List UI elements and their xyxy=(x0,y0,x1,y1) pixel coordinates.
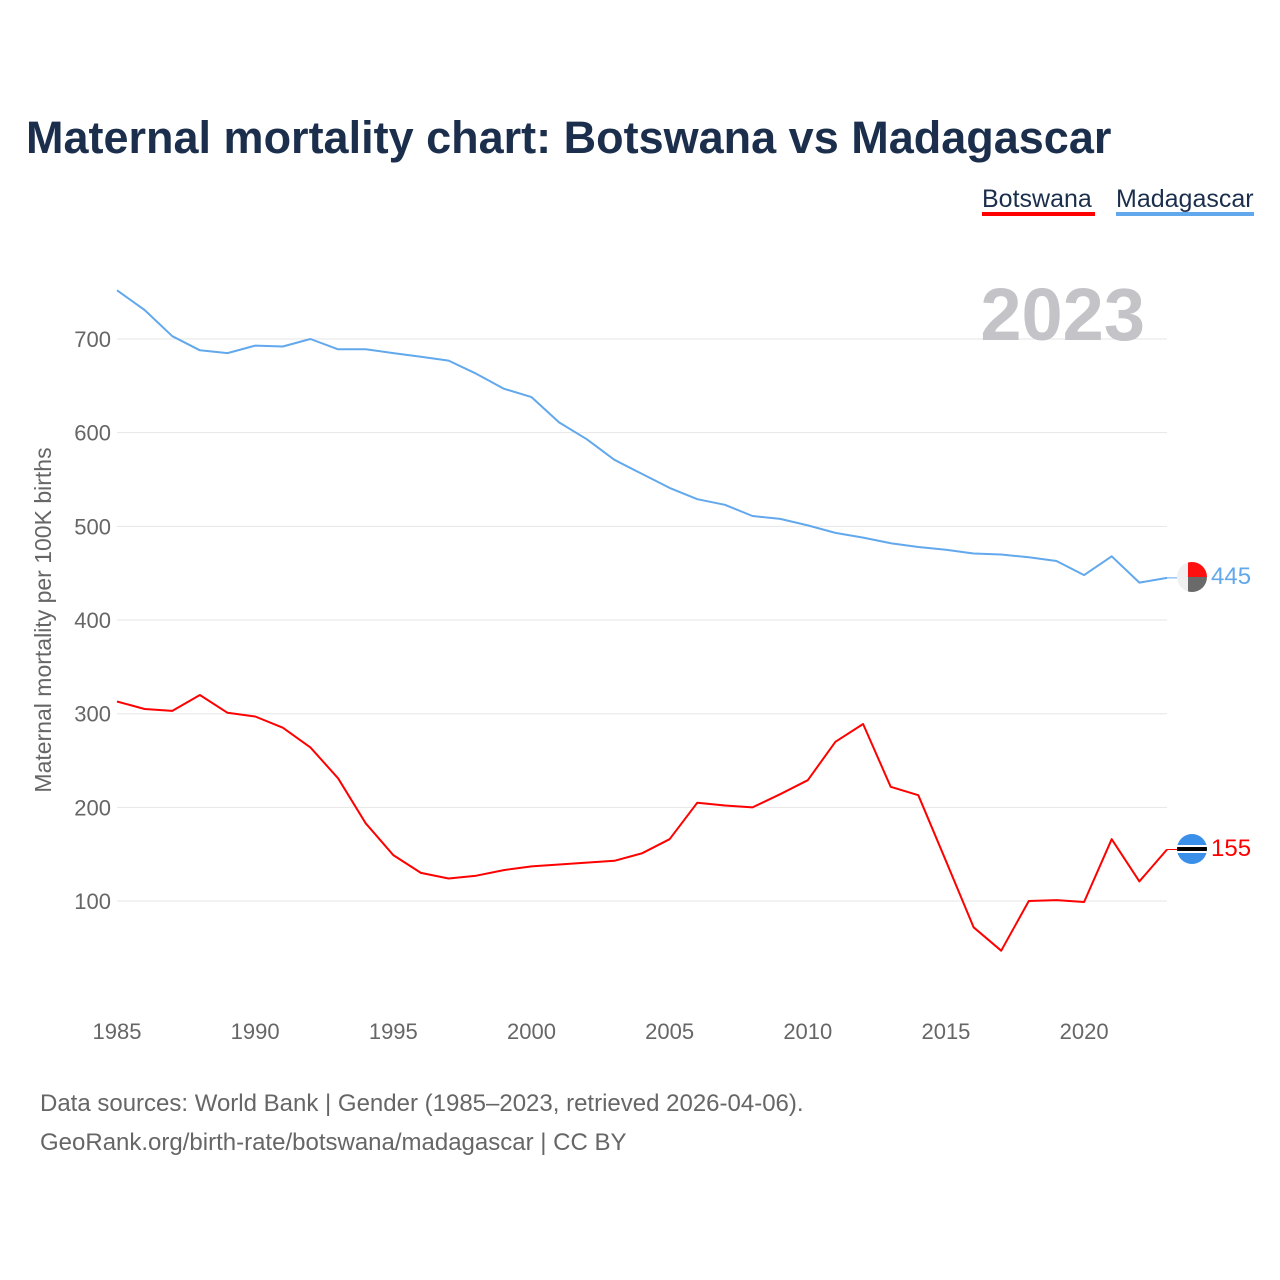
legend-botswana-swatch xyxy=(982,212,1095,216)
y-tick-label: 200 xyxy=(74,795,111,820)
x-tick-label: 2020 xyxy=(1060,1019,1109,1044)
x-tick-label: 1995 xyxy=(369,1019,418,1044)
x-tick-label: 1985 xyxy=(93,1019,142,1044)
series-lines xyxy=(116,289,1177,952)
legend-madagascar-swatch xyxy=(1116,212,1254,216)
legend: Botswana Madagascar xyxy=(982,185,1254,216)
year-watermark: 2023 xyxy=(980,273,1145,356)
botswana-end-label: 155 xyxy=(1211,835,1251,862)
grid xyxy=(117,338,1167,902)
legend-botswana[interactable]: Botswana xyxy=(982,185,1092,213)
y-tick-label: 500 xyxy=(74,514,111,539)
y-tick-label: 700 xyxy=(74,327,111,352)
x-tick-label: 2010 xyxy=(783,1019,832,1044)
series-line-botswana xyxy=(116,694,1168,952)
footer-link[interactable]: GeoRank.org/birth-rate/botswana/madagasc… xyxy=(40,1129,627,1156)
x-tick-label: 2005 xyxy=(645,1019,694,1044)
x-tick-label: 1990 xyxy=(231,1019,280,1044)
y-axis-label: Maternal mortality per 100K births xyxy=(30,447,56,792)
y-tick-label: 100 xyxy=(74,889,111,914)
legend-madagascar[interactable]: Madagascar xyxy=(1116,185,1254,213)
y-tick-label: 600 xyxy=(74,421,111,446)
chart-title: Maternal mortality chart: Botswana vs Ma… xyxy=(26,112,1111,163)
series-line-madagascar xyxy=(116,289,1168,584)
y-axis: 100 200 300 400 500 600 700 xyxy=(74,327,111,914)
madagascar-end-label: 445 xyxy=(1211,563,1251,590)
y-tick-label: 300 xyxy=(74,702,111,727)
y-tick-label: 400 xyxy=(74,608,111,633)
madagascar-flag-icon xyxy=(1177,562,1207,592)
x-tick-label: 2000 xyxy=(507,1019,556,1044)
footer-sources: Data sources: World Bank | Gender (1985–… xyxy=(40,1090,804,1117)
x-axis: 1985 1990 1995 2000 2005 2010 2015 2020 xyxy=(93,1019,1109,1044)
botswana-flag-icon xyxy=(1177,834,1207,864)
x-tick-label: 2015 xyxy=(921,1019,970,1044)
